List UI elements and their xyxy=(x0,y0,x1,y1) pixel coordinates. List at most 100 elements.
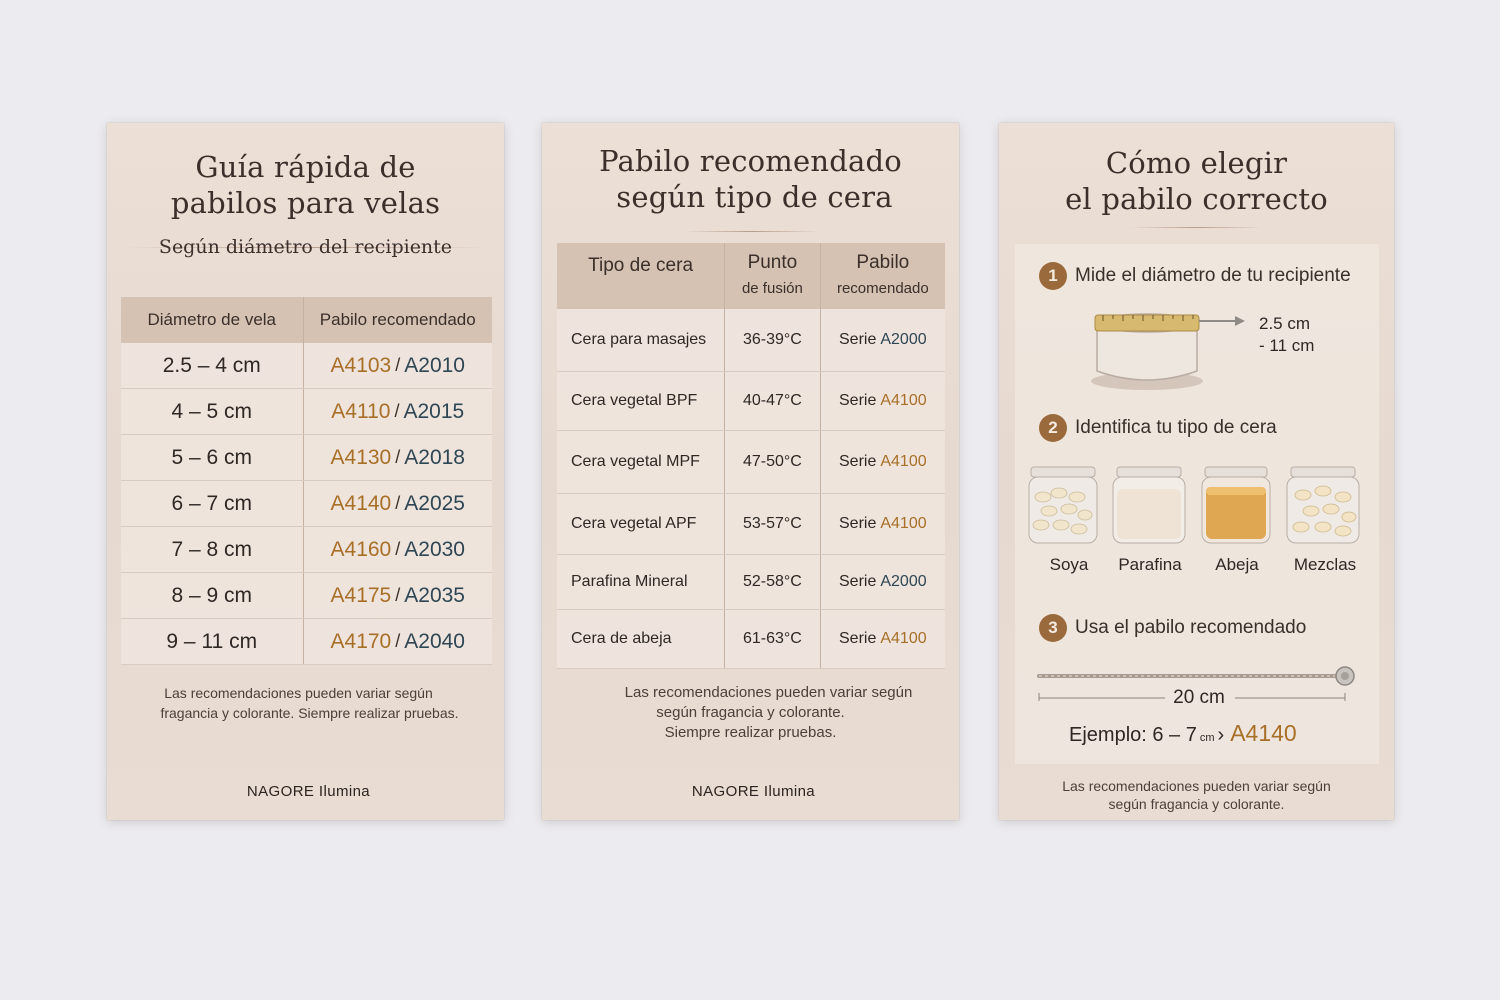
blend-wax-jar-icon xyxy=(1286,466,1360,544)
separator: / xyxy=(395,355,401,375)
wick-code-a: A4175 xyxy=(330,583,392,607)
series-code: A4100 xyxy=(880,453,927,470)
column-header: Pabilo recomendado xyxy=(819,243,945,309)
step-number-badge: 2 xyxy=(1039,414,1067,442)
step-number-badge: 3 xyxy=(1039,614,1067,642)
card-title: Guía rápida de pabilos para velas xyxy=(170,150,441,220)
step-number-badge: 1 xyxy=(1039,262,1067,290)
melt-point-cell: 47-50°C xyxy=(724,431,819,493)
series-code: A4100 xyxy=(880,392,927,409)
wax-label: Soya xyxy=(1049,555,1089,574)
melt-point-cell: 61-63°C xyxy=(724,610,819,668)
series-prefix: Serie xyxy=(839,331,877,348)
series-code: A2000 xyxy=(880,573,927,590)
series-code: A4100 xyxy=(880,630,927,647)
separator: / xyxy=(395,447,401,467)
wick-series-cell: Serie A4100 xyxy=(819,431,945,493)
step-label: Mide el diámetro de tu recipiente xyxy=(1075,265,1351,286)
column-header: Diámetro de vela xyxy=(147,310,277,329)
wick-code-a: A4103 xyxy=(330,353,392,377)
wax-jars-illustration xyxy=(1028,466,1360,544)
card-title: Pabilo recomendado según tipo de cera xyxy=(599,144,902,214)
melt-point-cell: 53-57°C xyxy=(724,494,819,554)
table-row: Cera vegetal MPF 47-50°C Serie A4100 xyxy=(557,431,945,494)
wick-cell: A4175/A2035 xyxy=(302,573,492,618)
wick-series-cell: Serie A2000 xyxy=(819,555,945,609)
series-code: A4100 xyxy=(880,515,927,532)
beeswax-jar-icon xyxy=(1201,466,1271,544)
wick-cell: A4130/A2018 xyxy=(302,435,492,480)
melt-point-cell: 36-39°C xyxy=(724,309,819,371)
wick-code-a: A4110 xyxy=(331,399,391,423)
wax-label: Mezclas xyxy=(1293,555,1357,574)
table-row: 9 – 11 cm A4170/A2040 xyxy=(121,619,492,665)
wick-series-cell: Serie A4100 xyxy=(819,372,945,430)
wax-type-cell: Cera de abeja xyxy=(571,630,672,647)
wick-cell: A4103/A2010 xyxy=(302,343,492,388)
card-title: Cómo elegir el pabilo correcto xyxy=(1065,146,1328,216)
table-row: 2.5 – 4 cm A4103/A2010 xyxy=(121,343,492,389)
diameter-cell: 9 – 11 cm xyxy=(166,629,258,653)
step-1: 1 Mide el diámetro de tu recipiente xyxy=(1039,262,1351,290)
wick-code-b: A2030 xyxy=(404,537,465,561)
table-row: Cera vegetal BPF 40-47°C Serie A4100 xyxy=(557,372,945,431)
table-row: 6 – 7 cm A4140/A2025 xyxy=(121,481,492,527)
separator: / xyxy=(395,585,401,605)
wick-code-b: A2035 xyxy=(404,583,465,607)
table-row: 7 – 8 cm A4160/A2030 xyxy=(121,527,492,573)
separator: / xyxy=(394,401,400,421)
diameter-cell: 7 – 8 cm xyxy=(171,537,253,561)
wick-series-cell: Serie A4100 xyxy=(819,610,945,668)
diameter-cell: 2.5 – 4 cm xyxy=(162,353,261,377)
step-3: 3 Usa el pabilo recomendado xyxy=(1039,614,1306,642)
container-icon xyxy=(1096,322,1198,381)
series-code: A2000 xyxy=(880,331,927,348)
diameter-cell: 5 – 6 cm xyxy=(171,445,253,469)
separator: / xyxy=(395,631,401,651)
divider xyxy=(123,247,488,248)
soy-wax-jar-icon xyxy=(1028,466,1098,544)
wick-cell: A4110/A2015 xyxy=(302,389,492,434)
wax-wick-table: Tipo de cera Punto de fusión Pabilo reco… xyxy=(557,243,945,669)
column-header: Pabilo recomendado xyxy=(302,297,492,343)
diameter-cell: 8 – 9 cm xyxy=(171,583,253,607)
wax-type-cell: Cera vegetal MPF xyxy=(571,453,700,470)
melt-point-cell: 52-58°C xyxy=(724,555,819,609)
series-prefix: Serie xyxy=(839,573,877,590)
series-prefix: Serie xyxy=(839,515,877,532)
step-label: Identifica tu tipo de cera xyxy=(1075,417,1277,438)
disclaimer-note: Las recomendaciones pueden variar según … xyxy=(1062,778,1331,812)
wick-code-b: A2015 xyxy=(403,399,465,423)
wick-guide-card-diameter: Guía rápida de pabilos para velas Según … xyxy=(107,123,504,820)
example-wick: A4140 xyxy=(1230,720,1297,746)
brand-name: NAGORE Ilumina xyxy=(246,783,371,800)
wick-code-b: A2025 xyxy=(404,491,465,515)
diameter-cell: 4 – 5 cm xyxy=(171,399,253,423)
wick-cell: A4140/A2025 xyxy=(302,481,492,526)
wick-code-b: A2018 xyxy=(404,445,465,469)
wick-code-b: A2010 xyxy=(404,353,465,377)
column-header: Tipo de cera xyxy=(588,255,694,276)
wick-guide-card-wax: Pabilo recomendado según tipo de cera Ti… xyxy=(542,123,959,820)
melt-point-cell: 40-47°C xyxy=(724,372,819,430)
table-row: 4 – 5 cm A4110/A2015 xyxy=(121,389,492,435)
wick-illustration xyxy=(1037,666,1355,701)
table-row: 5 – 6 cm A4130/A2018 xyxy=(121,435,492,481)
wick-series-cell: Serie A4100 xyxy=(819,494,945,554)
paraffin-wax-jar-icon xyxy=(1112,466,1186,544)
diameter-range: 2.5 cm - 11 cm xyxy=(1259,314,1315,355)
table-row: Cera para masajes 36-39°C Serie A2000 xyxy=(557,309,945,372)
table-header: Tipo de cera Punto de fusión Pabilo reco… xyxy=(557,243,945,309)
wick-code-a: A4160 xyxy=(330,537,392,561)
series-prefix: Serie xyxy=(839,453,877,470)
wick-length-label: 20 cm xyxy=(1173,687,1225,708)
table-row: Cera de abeja 61-63°C Serie A4100 xyxy=(557,610,945,669)
wick-code-a: A4140 xyxy=(330,491,392,515)
wax-type-cell: Parafina Mineral xyxy=(571,573,688,590)
wick-cell: A4160/A2030 xyxy=(302,527,492,572)
example-line: Ejemplo: 6 – 7 cm › A4140 xyxy=(1069,720,1297,746)
card-subtitle: Según diámetro del recipiente xyxy=(158,236,453,258)
separator: / xyxy=(395,539,401,559)
table-row: Cera vegetal APF 53-57°C Serie A4100 xyxy=(557,494,945,555)
series-prefix: Serie xyxy=(839,630,877,647)
